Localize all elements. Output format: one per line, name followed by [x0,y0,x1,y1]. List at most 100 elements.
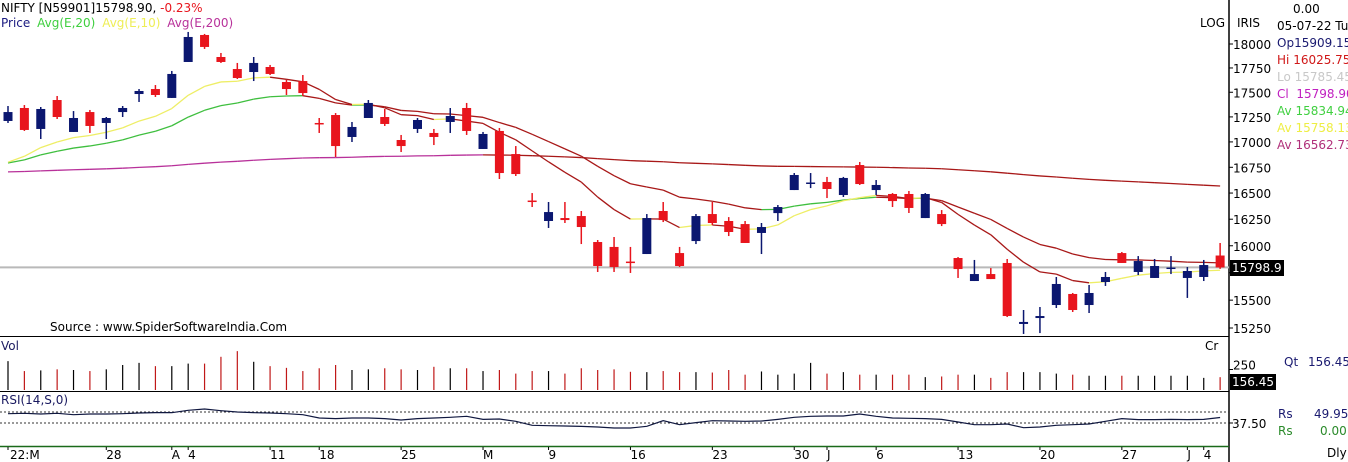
candle [544,202,554,228]
legend-avg20[interactable]: Avg(E,20) [37,16,96,30]
ema200-segment [89,168,107,170]
ema10-segment [1023,261,1041,273]
ema200-segment [1138,181,1155,184]
candle [331,113,341,157]
candle-body [937,214,947,225]
ema20-segment [319,97,336,104]
candle-body [200,34,210,47]
candle [527,193,537,208]
ema10-segment [1006,248,1024,263]
candle-body [19,107,29,130]
candle [478,131,488,149]
candle-body [363,102,373,118]
ema20-segment [662,189,680,198]
candle [969,259,979,282]
candle [1117,251,1127,263]
info-close: Cl 15798.90 [1277,87,1348,101]
ema20-segment [187,109,205,118]
ema10-segment [269,76,287,80]
ema10-segment [941,201,959,215]
ema20-segment [106,139,123,144]
ema200-segment [1039,175,1057,178]
log-scale-toggle[interactable]: LOG [1200,16,1226,30]
ema10-segment [662,218,680,229]
ema20-segment [745,207,762,211]
date-label: 30 [794,448,809,462]
ema10-segment [220,80,238,83]
price-tick-label: 16250 [1233,213,1271,227]
ema10-segment [40,141,58,149]
candle [1084,284,1094,314]
candle-body [1150,266,1160,278]
candle [691,214,701,245]
ema20-segment [24,154,41,161]
ema20-segment [138,130,156,136]
candle [1051,276,1061,309]
ema20-segment [564,148,582,157]
candle-body [478,133,488,149]
ema20-segment [40,150,58,156]
legend-avg10[interactable]: Avg(E,10) [102,16,161,30]
candle-body [756,227,766,233]
candle [560,202,570,224]
candle [953,257,963,278]
candle-body [1182,270,1192,278]
ema200-segment [728,163,746,166]
candle-body [1068,293,1078,311]
candle [413,117,422,133]
date-label: 22:M [10,448,40,462]
candle [200,33,210,49]
date-label: J [826,448,831,462]
ema20-segment [613,175,631,185]
candle-body [69,117,79,132]
candle [642,214,652,255]
candle [265,64,275,76]
legend-price[interactable]: Price [1,16,31,30]
ema20-segment [826,199,844,204]
candle [1182,266,1192,298]
ema200-segment [646,160,664,163]
volume-unit: Cr [1205,339,1219,353]
candle-body [888,193,898,202]
candle-body [904,193,914,208]
ema200-segment [1121,180,1139,183]
candle-body [249,62,259,73]
candle-body [1166,267,1176,270]
ema200-segment [253,158,271,161]
candle-body [1117,253,1127,263]
ema20-segment [155,125,173,132]
candle-body [134,90,144,95]
candle-body [675,253,685,267]
ema10-segment [957,213,975,226]
candle [609,237,619,272]
ema200-segment [1154,182,1172,185]
ema20-segment [794,203,811,207]
ema10-segment [384,107,402,116]
candle-body [625,261,635,264]
candle-body [969,274,979,282]
candle [150,85,160,97]
ema200-segment [1023,173,1040,177]
candle-body [871,184,881,191]
price-tick-label: 15250 [1233,322,1271,336]
volume-title: Vol [1,339,19,353]
ema10-segment [990,234,1008,250]
period-selector[interactable]: Dly [1327,446,1347,460]
ema200-segment [564,156,582,159]
info-open: Op15909.15 [1277,36,1348,50]
candle-body [560,218,570,221]
candle [134,89,144,102]
ema10-segment [237,77,254,82]
ema10-segment [138,115,156,122]
ema200-segment [941,168,959,171]
date-label: 20 [1040,448,1055,462]
candle [1215,243,1225,269]
candle-body [85,112,95,126]
ema10-segment [597,196,615,211]
ema20-segment [810,201,828,205]
candle-body [1035,316,1045,319]
legend-avg200[interactable]: Avg(E,200) [167,16,234,30]
ema200-segment [40,169,58,172]
candle [445,107,455,133]
